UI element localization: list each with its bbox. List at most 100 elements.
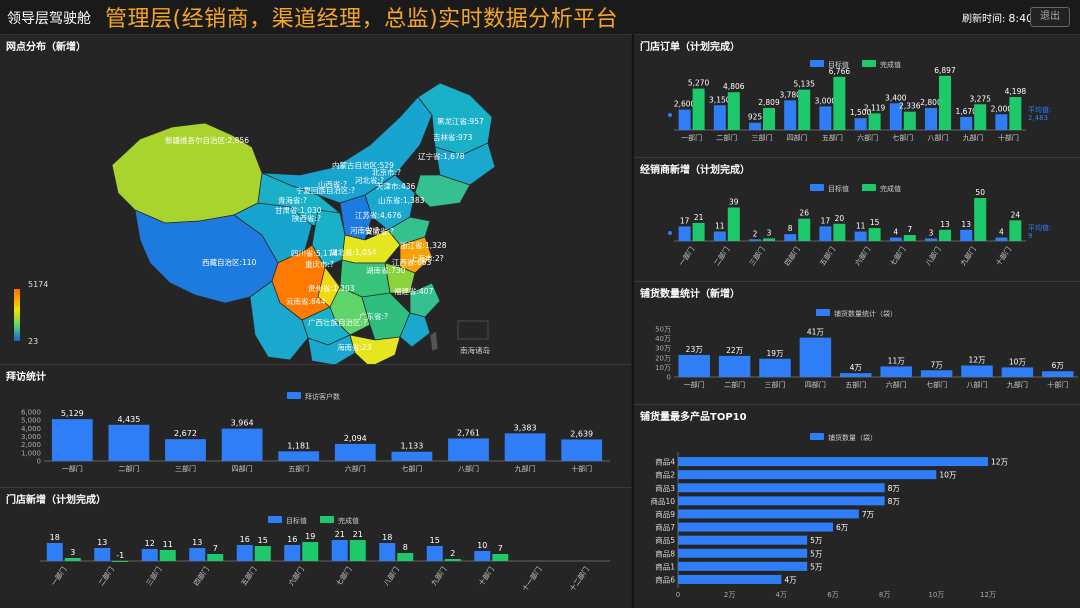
bar-target[interactable] [331, 540, 348, 561]
legend-target-label[interactable]: 目标值 [286, 516, 307, 525]
bar[interactable] [880, 366, 912, 377]
legend-target-swatch[interactable] [810, 184, 824, 191]
bar[interactable] [678, 509, 859, 519]
bar-target[interactable] [889, 237, 902, 241]
bar-target[interactable] [925, 108, 937, 130]
bar-done[interactable] [692, 222, 705, 241]
bar-target[interactable] [889, 103, 902, 130]
bar[interactable] [718, 355, 751, 377]
bar-target[interactable] [854, 231, 867, 241]
province-taiwan[interactable] [429, 330, 439, 352]
bar-target[interactable] [189, 548, 206, 561]
legend-target-label[interactable]: 目标值 [828, 184, 849, 193]
bar-done[interactable] [112, 561, 129, 562]
bar-done[interactable] [868, 228, 881, 241]
province-guangdong[interactable] [349, 334, 401, 365]
visual-map-legend[interactable] [14, 289, 20, 341]
bar-done[interactable] [397, 553, 414, 561]
bar-target[interactable] [960, 116, 973, 130]
bar-done[interactable] [974, 104, 987, 130]
bar-done[interactable] [1009, 97, 1022, 130]
legend-done-swatch[interactable] [862, 60, 876, 67]
bar[interactable] [678, 574, 782, 584]
bar[interactable] [678, 522, 833, 532]
legend-done-label[interactable]: 完成值 [880, 60, 901, 69]
bar-target[interactable] [678, 226, 691, 241]
bar-done[interactable] [763, 107, 775, 130]
bar[interactable] [278, 451, 320, 461]
bar[interactable] [840, 373, 872, 377]
province-zhejiang[interactable] [409, 282, 441, 318]
legend-series-label[interactable]: 拜访客户数 [305, 392, 340, 401]
bar-target[interactable] [854, 118, 867, 130]
bar[interactable] [448, 438, 489, 461]
legend-target-label[interactable]: 目标值 [828, 60, 849, 69]
bar[interactable] [1042, 371, 1074, 377]
legend-target-swatch[interactable] [810, 60, 824, 67]
bar-done[interactable] [727, 207, 740, 241]
province-jiangsu[interactable] [399, 236, 433, 274]
bar-done[interactable] [974, 198, 987, 241]
bar-target[interactable] [713, 105, 726, 130]
bar-done[interactable] [868, 113, 881, 130]
bar-done[interactable] [1009, 220, 1022, 241]
legend-target-swatch[interactable] [268, 516, 282, 523]
bar[interactable] [221, 428, 263, 461]
province-inner-mongolia[interactable] [261, 96, 433, 204]
bar[interactable] [1001, 367, 1034, 377]
bar[interactable] [759, 358, 791, 377]
bar-done[interactable] [903, 111, 916, 130]
bar[interactable] [678, 548, 808, 558]
bar[interactable] [678, 496, 885, 506]
bar-done[interactable] [302, 542, 319, 561]
bar-target[interactable] [819, 226, 832, 241]
bar-done[interactable] [207, 554, 224, 561]
bar-target[interactable] [678, 109, 691, 130]
bar[interactable] [920, 370, 953, 377]
bar-target[interactable] [995, 114, 1008, 130]
legend-series-swatch[interactable] [816, 309, 830, 316]
store-orders-chart[interactable]: 目标值 完成值 2,600 5,270 一部门 3,150 4,806 二部门 925 2,809… [634, 35, 1080, 157]
bar-done[interactable] [254, 546, 271, 561]
bar-done[interactable] [763, 238, 775, 241]
bar-target[interactable] [426, 546, 443, 561]
bar[interactable] [561, 439, 603, 461]
bar[interactable] [961, 365, 993, 377]
bar[interactable] [504, 433, 546, 461]
bar[interactable] [678, 535, 808, 545]
bar-target[interactable] [94, 548, 111, 561]
bar-done[interactable] [64, 558, 81, 561]
bar-target[interactable] [236, 545, 253, 561]
bar-target[interactable] [819, 106, 832, 130]
bar-done[interactable] [939, 229, 951, 241]
bar-target[interactable] [784, 234, 797, 241]
bar-target[interactable] [925, 238, 937, 241]
legend-done-swatch[interactable] [862, 184, 876, 191]
bar-target[interactable] [749, 239, 761, 241]
bar-target[interactable] [474, 551, 491, 561]
bar-target[interactable] [960, 229, 973, 241]
bar[interactable] [799, 337, 832, 377]
bar[interactable] [678, 561, 808, 571]
bar[interactable] [391, 451, 433, 461]
bar-done[interactable] [833, 223, 846, 241]
legend-done-label[interactable]: 完成值 [338, 516, 359, 525]
bar[interactable] [678, 457, 988, 467]
bar[interactable] [678, 354, 710, 377]
bar-done[interactable] [692, 88, 705, 130]
bar-target[interactable] [46, 543, 63, 561]
bar-done[interactable] [492, 554, 509, 561]
logout-button[interactable]: 退出 [1030, 7, 1070, 27]
bar-target[interactable] [284, 545, 301, 561]
bar-target[interactable] [995, 237, 1008, 241]
bar[interactable] [165, 439, 206, 461]
legend-done-swatch[interactable] [320, 516, 334, 523]
bar-done[interactable] [939, 75, 951, 130]
bar-done[interactable] [798, 218, 811, 241]
bar-target[interactable] [141, 549, 158, 561]
bar-target[interactable] [379, 543, 396, 561]
bar-target[interactable] [784, 100, 797, 130]
bar-done[interactable] [349, 540, 366, 561]
